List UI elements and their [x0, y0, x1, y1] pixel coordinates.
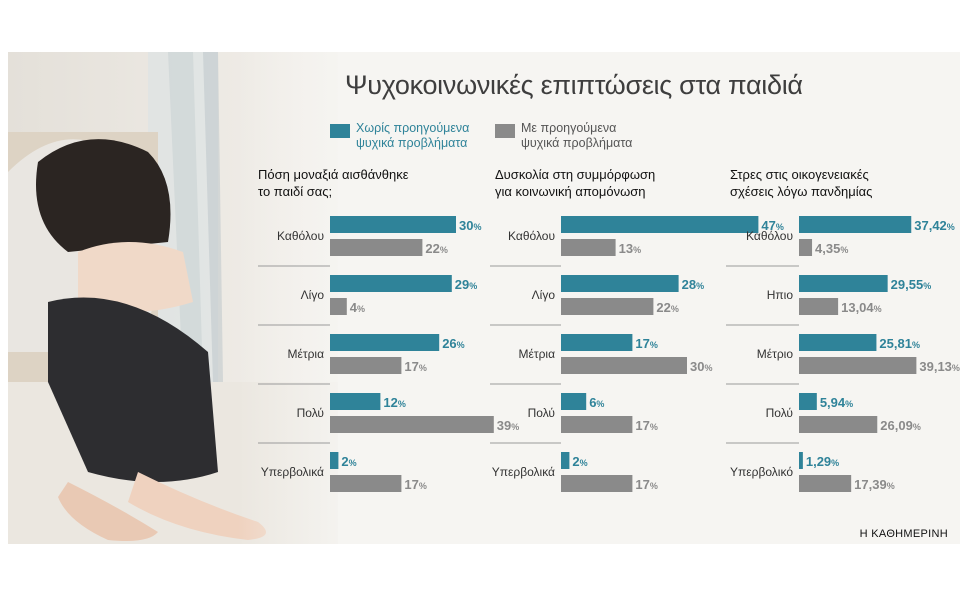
legend-swatch-teal [330, 124, 350, 138]
bar-gray-family-stress [799, 475, 852, 492]
chart-title-line: Δυσκολία στη συμμόρφωση [495, 167, 656, 182]
legend-label-line: ψυχικά προβλήματα [521, 136, 633, 150]
data-label-compliance: 30% [690, 359, 712, 374]
category-label-family-stress: Πολύ [766, 406, 793, 420]
chart-title-line: Στρες στις οικογενειακές [730, 167, 869, 182]
data-label-family-stress: 13,04% [841, 300, 882, 315]
data-label-family-stress: 39,13% [919, 359, 960, 374]
data-label-loneliness: 12% [383, 395, 405, 410]
legend-label-line: Με προηγούμενα [521, 121, 617, 135]
data-label-loneliness: 26% [442, 336, 464, 351]
page-title: Ψυχοκοινωνικές επιπτώσεις στα παιδιά [345, 70, 803, 100]
data-label-family-stress: 37,42% [914, 218, 955, 233]
bar-teal-family-stress [799, 216, 912, 233]
data-label-compliance: 28% [682, 277, 704, 292]
data-label-loneliness: 2% [341, 454, 356, 469]
data-label-loneliness: 22% [425, 241, 447, 256]
category-label-loneliness: Λίγο [301, 288, 325, 302]
data-label-compliance: 22% [656, 300, 678, 315]
bar-gray-family-stress [799, 239, 813, 256]
data-label-loneliness: 17% [404, 359, 426, 374]
bar-teal-compliance [561, 334, 633, 351]
data-label-family-stress: 5,94% [820, 395, 853, 410]
legend-swatch-gray [495, 124, 515, 138]
chart-family-stress: Καθόλου 37,42% 4,35% Ηπιο 29,55% 13,04% Μέτριο… [726, 216, 960, 492]
data-label-compliance: 17% [635, 477, 657, 492]
bar-teal-family-stress [799, 334, 877, 351]
category-label-family-stress: Υπερβολικό [730, 465, 793, 479]
category-label-compliance: Καθόλου [508, 229, 555, 243]
data-label-loneliness: 17% [404, 477, 426, 492]
bar-teal-family-stress [799, 393, 817, 410]
chart-compliance: Καθόλου 47% 13% Λίγο 28% 22% Μέτρια 17% 30% Πολύ 6… [490, 216, 784, 492]
category-label-loneliness: Καθόλου [277, 229, 324, 243]
data-label-loneliness: 4% [350, 300, 365, 315]
data-label-family-stress: 29,55% [891, 277, 932, 292]
data-label-loneliness: 30% [459, 218, 481, 233]
bar-teal-loneliness [330, 334, 440, 351]
data-label-loneliness: 39% [497, 418, 519, 433]
data-label-family-stress: 25,81% [879, 336, 920, 351]
chart-title-compliance: Δυσκολία στη συμμόρφωση για κοινωνική απ… [495, 166, 655, 200]
bar-teal-loneliness [330, 275, 452, 292]
bar-gray-family-stress [799, 298, 839, 315]
data-label-compliance: 13% [619, 241, 641, 256]
category-label-compliance: Υπερβολικά [492, 465, 555, 479]
category-label-compliance: Λίγο [532, 288, 556, 302]
bar-teal-compliance [561, 393, 587, 410]
bar-gray-loneliness [330, 416, 494, 433]
bar-gray-family-stress [799, 416, 878, 433]
category-label-loneliness: Μέτρια [287, 347, 324, 361]
bar-gray-family-stress [799, 357, 917, 374]
data-label-family-stress: 26,09% [880, 418, 921, 433]
category-label-compliance: Μέτρια [518, 347, 555, 361]
bar-gray-compliance [561, 298, 654, 315]
bar-teal-loneliness [330, 393, 381, 410]
legend-label-line: Χωρίς προηγούμενα [356, 121, 470, 135]
bar-gray-compliance [561, 475, 633, 492]
chart-title-line: για κοινωνική απομόνωση [495, 184, 646, 199]
legend-label-line: ψυχικά προβλήματα [356, 136, 468, 150]
bar-gray-loneliness [330, 298, 347, 315]
bar-gray-loneliness [330, 239, 423, 256]
chart-title-family-stress: Στρες στις οικογενειακές σχέσεις λόγω πα… [730, 166, 872, 200]
category-label-family-stress: Μέτριο [757, 347, 794, 361]
bar-teal-loneliness [330, 216, 456, 233]
data-label-compliance: 17% [635, 418, 657, 433]
data-label-family-stress: 4,35% [815, 241, 848, 256]
category-label-loneliness: Υπερβολικά [261, 465, 324, 479]
data-label-compliance: 6% [589, 395, 604, 410]
category-label-loneliness: Πολύ [297, 406, 324, 420]
source-credit: Η ΚΑΘΗΜΕΡΙΝΗ [859, 528, 948, 540]
chart-title-line: το παιδί σας; [258, 184, 333, 199]
chart-title-line: Πόση μοναξιά αισθάνθηκε [258, 167, 409, 182]
category-label-family-stress: Καθόλου [746, 229, 793, 243]
bar-teal-compliance [561, 452, 570, 469]
bar-teal-compliance [561, 275, 679, 292]
data-label-family-stress: 1,29% [806, 454, 839, 469]
bar-teal-family-stress [799, 275, 888, 292]
data-label-loneliness: 29% [455, 277, 477, 292]
category-label-compliance: Πολύ [528, 406, 555, 420]
chart-title-line: σχέσεις λόγω πανδημίας [730, 184, 873, 199]
bar-gray-compliance [561, 416, 633, 433]
bar-teal-compliance [561, 216, 759, 233]
data-label-compliance: 17% [635, 336, 657, 351]
chart-title-loneliness: Πόση μοναξιά αισθάνθηκε το παιδί σας; [258, 166, 408, 200]
category-label-family-stress: Ηπιο [767, 288, 794, 302]
bar-teal-family-stress [799, 452, 803, 469]
data-label-family-stress: 17,39% [854, 477, 895, 492]
bar-teal-loneliness [330, 452, 339, 469]
bar-gray-compliance [561, 239, 616, 256]
bar-gray-compliance [561, 357, 687, 374]
bar-gray-loneliness [330, 475, 402, 492]
chart-loneliness: Καθόλου 30% 22% Λίγο 29% 4% Μέτρια 26% 17% Πολύ 12… [258, 216, 519, 492]
data-label-compliance: 2% [572, 454, 587, 469]
bar-gray-loneliness [330, 357, 402, 374]
data-label-compliance: 47% [761, 218, 783, 233]
